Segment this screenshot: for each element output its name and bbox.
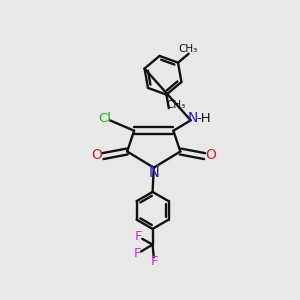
Text: -H: -H (196, 112, 211, 125)
Text: Cl: Cl (98, 112, 111, 125)
Text: CH₃: CH₃ (178, 44, 198, 54)
Text: CH₃: CH₃ (167, 100, 186, 110)
Text: F: F (133, 248, 141, 260)
Text: F: F (135, 230, 142, 243)
Text: O: O (206, 148, 217, 162)
Text: O: O (91, 148, 102, 162)
Text: N: N (188, 111, 198, 125)
Text: F: F (150, 255, 158, 268)
Text: N: N (148, 165, 159, 180)
